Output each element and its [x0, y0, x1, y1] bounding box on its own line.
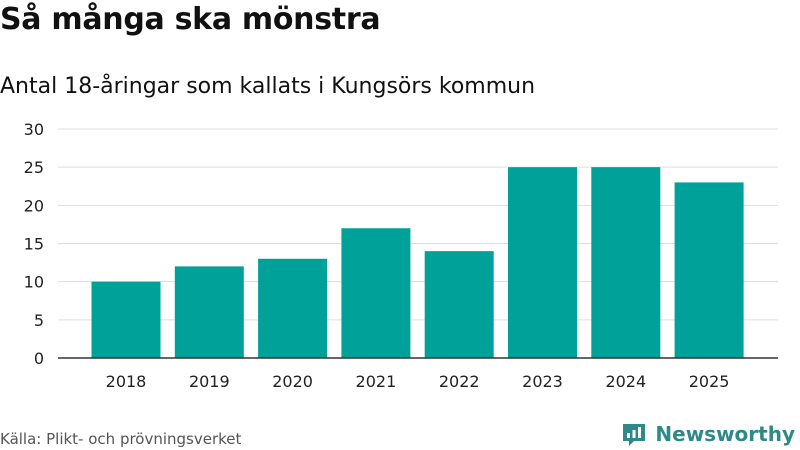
bar	[508, 167, 577, 358]
x-tick-label: 2018	[106, 372, 147, 391]
bar	[674, 182, 744, 358]
y-tick-label: 10	[24, 273, 44, 292]
y-tick-label: 25	[24, 158, 44, 177]
x-tick-label: 2023	[522, 372, 563, 391]
x-tick-label: 2021	[356, 372, 397, 391]
bar	[341, 228, 411, 358]
y-tick-label: 30	[24, 120, 44, 139]
bar	[91, 281, 161, 358]
bar	[591, 167, 661, 358]
chart-title: Så många ska mönstra	[0, 2, 381, 37]
chart-subtitle: Antal 18-åringar som kallats i Kungsörs …	[0, 74, 536, 99]
x-tick-label: 2024	[605, 372, 646, 391]
x-tick-label: 2025	[689, 372, 730, 391]
x-tick-label: 2019	[189, 372, 230, 391]
newsworthy-logo-icon	[623, 424, 646, 446]
y-tick-label: 5	[34, 311, 44, 330]
bar	[258, 258, 328, 358]
y-tick-label: 0	[34, 349, 44, 368]
brand-name: Newsworthy	[655, 422, 795, 446]
x-tick-label: 2022	[439, 372, 480, 391]
x-tick-label: 2020	[272, 372, 313, 391]
brand-logo: Newsworthy	[621, 421, 795, 447]
y-tick-label: 15	[24, 235, 44, 254]
bar	[424, 251, 494, 358]
y-tick-label: 20	[24, 196, 44, 215]
source-note: Källa: Plikt- och prövningsverket	[0, 430, 242, 448]
bar	[174, 266, 244, 358]
